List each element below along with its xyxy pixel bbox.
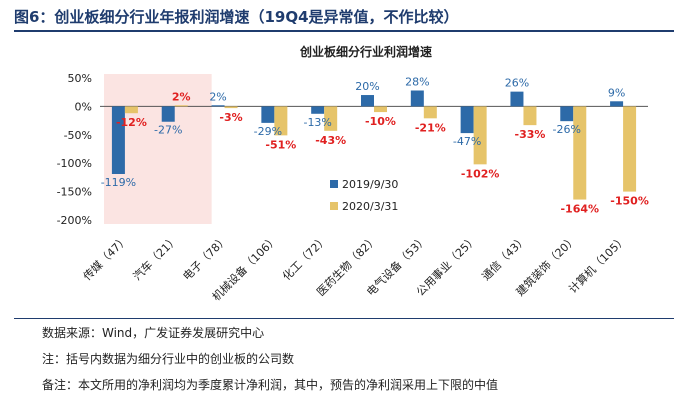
- data-label: 2%: [172, 90, 191, 103]
- bar-s2019: [510, 91, 524, 107]
- bar-s2020: [573, 106, 587, 200]
- source-note: 数据来源：Wind，广发证券发展研究中心: [42, 326, 265, 340]
- data-label: -150%: [610, 195, 649, 208]
- bar-s2020: [124, 106, 138, 114]
- data-label: -26%: [553, 123, 581, 136]
- remark-note: 备注：本文所用的净利润均为季度累计净利润，其中，预告的净利润采用上下限的中值: [42, 378, 499, 392]
- figure-title: 图6：创业板细分行业年报利润增速（19Q4是异常值，不作比较）: [14, 8, 459, 26]
- x-tick-label: 传媒（47）: [81, 233, 131, 283]
- data-label: -10%: [365, 115, 396, 128]
- legend-swatch: [330, 202, 338, 210]
- bar-s2020: [224, 106, 238, 109]
- data-label: -43%: [315, 134, 346, 147]
- data-label: -21%: [415, 121, 446, 134]
- bar-s2020: [374, 106, 387, 113]
- chart-title: 创业板细分行业利润增速: [299, 44, 432, 59]
- bar-s2019: [261, 106, 275, 123]
- bar-s2019: [311, 106, 325, 114]
- bar-s2019: [410, 90, 424, 107]
- data-label: 28%: [405, 75, 429, 88]
- data-label: -47%: [453, 135, 481, 148]
- data-label: -164%: [560, 203, 599, 216]
- data-label: 20%: [355, 80, 379, 93]
- x-tick-label: 电子（78）: [180, 233, 230, 283]
- data-label: 26%: [505, 77, 529, 90]
- data-label: -27%: [154, 124, 182, 137]
- count-note: 注：括号内数据为细分行业中的创业板的公司数: [42, 352, 295, 366]
- legend-label: 2020/3/31: [342, 200, 398, 213]
- bar-s2020: [623, 106, 637, 192]
- legend-label: 2019/9/30: [342, 178, 398, 191]
- data-label: -51%: [265, 138, 296, 151]
- bar-s2020: [174, 105, 188, 107]
- x-tick-label: 化工（72）: [279, 232, 330, 283]
- x-tick-label: 通信（43）: [479, 233, 529, 283]
- bar-s2019: [211, 105, 225, 107]
- bar-chart: 创业板细分行业利润增速 50% 0% -50% -100% -150% -200% -11…: [57, 44, 649, 304]
- footer-rule: [14, 318, 674, 319]
- data-label: -3%: [219, 111, 242, 124]
- legend-swatch: [330, 180, 338, 188]
- bar-s2020: [423, 106, 437, 119]
- y-tick-label: -100%: [57, 157, 92, 170]
- bar-s2019: [111, 106, 125, 174]
- data-label: 2%: [209, 90, 226, 103]
- bar-s2020: [274, 106, 288, 136]
- y-tick-label: -50%: [64, 129, 92, 142]
- bar-s2020: [523, 106, 537, 126]
- data-label: -119%: [101, 176, 136, 189]
- y-tick-label: -200%: [57, 214, 92, 227]
- bar-s2019: [560, 106, 574, 122]
- y-tick-label: 0%: [75, 100, 92, 113]
- data-label: -33%: [515, 128, 546, 141]
- bar-s2020: [324, 106, 338, 131]
- x-tick-label: 汽车（21）: [130, 232, 181, 283]
- bar-s2020: [473, 106, 487, 165]
- bar-s2019: [460, 106, 474, 134]
- bar-s2019: [610, 101, 624, 107]
- data-label: -29%: [254, 125, 282, 138]
- title-rule: [14, 30, 674, 32]
- y-tick-label: -150%: [57, 186, 92, 199]
- data-label: -102%: [461, 167, 500, 180]
- bar-s2019: [361, 95, 374, 107]
- data-label: -13%: [303, 116, 331, 129]
- y-tick-label: 50%: [68, 72, 92, 85]
- data-label: -12%: [116, 116, 147, 129]
- data-label: 9%: [608, 86, 625, 99]
- bar-s2019: [161, 106, 175, 122]
